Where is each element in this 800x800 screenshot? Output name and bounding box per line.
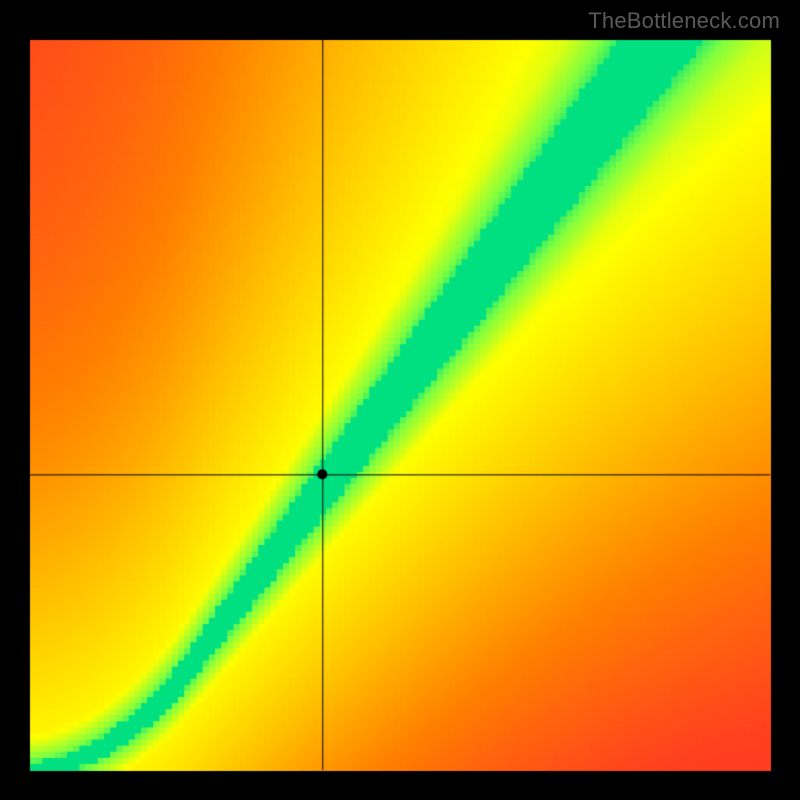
watermark-text: TheBottleneck.com (588, 8, 780, 34)
bottleneck-chart-container: TheBottleneck.com (0, 0, 800, 800)
heatmap-canvas (0, 0, 800, 800)
